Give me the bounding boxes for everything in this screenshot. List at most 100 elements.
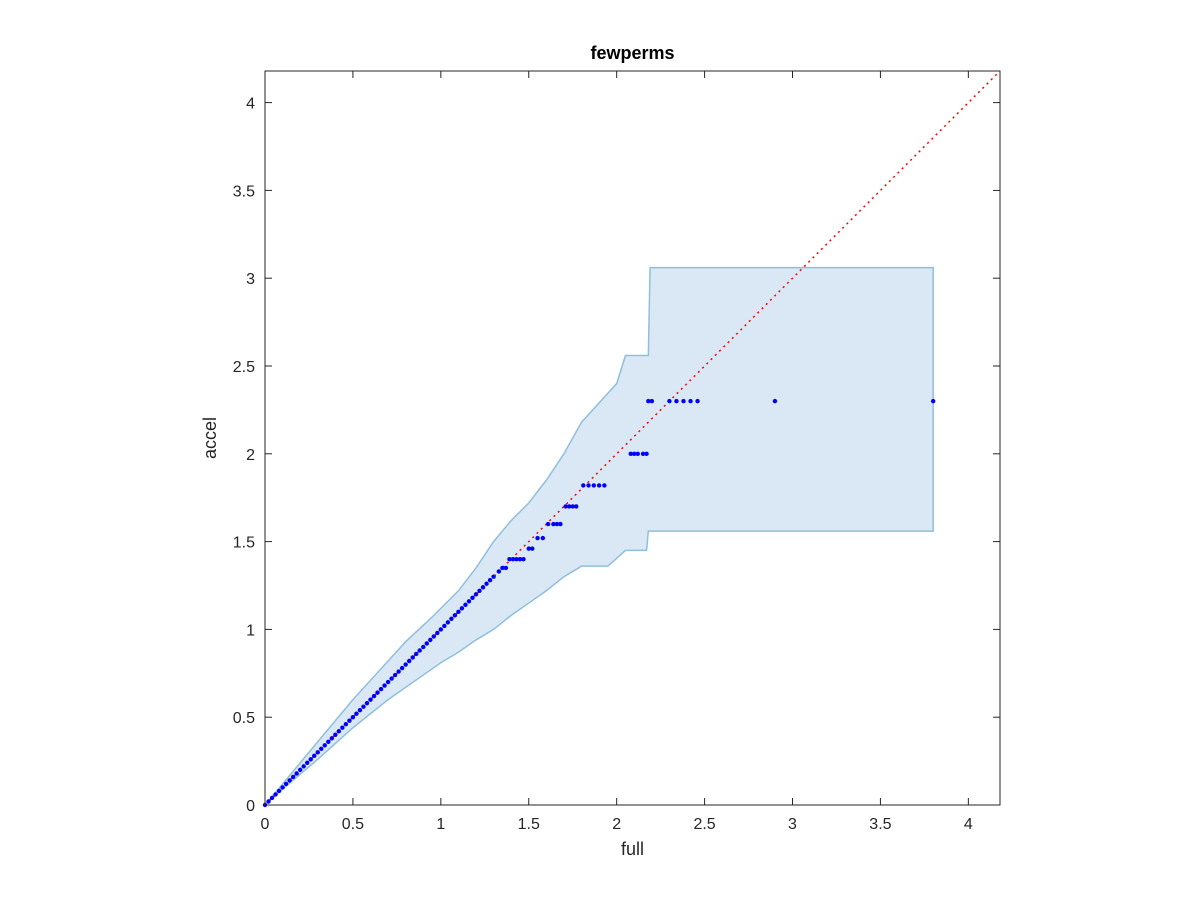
plot-frame (264, 70, 1001, 806)
data-point (551, 521, 556, 527)
data-point (449, 616, 454, 622)
x-tick-label: 3 (788, 816, 797, 833)
data-point (480, 585, 486, 590)
data-point (319, 746, 324, 752)
y-tick-label: 1.5 (233, 535, 255, 552)
y-tick-label: 4 (246, 96, 255, 113)
x-tick-label: 1 (436, 816, 445, 833)
data-point (681, 398, 686, 404)
data-point (435, 630, 440, 636)
data-point (287, 778, 292, 783)
data-point (276, 788, 282, 794)
data-point (772, 398, 778, 404)
data-point (514, 556, 519, 562)
reference-line (264, 70, 1001, 806)
data-point (632, 451, 637, 457)
data-point (554, 521, 560, 527)
data-point (301, 764, 306, 769)
data-point (361, 704, 366, 709)
data-point (266, 799, 271, 804)
data-point (403, 662, 408, 667)
data-point (399, 665, 405, 671)
data-point (336, 729, 342, 734)
data-point (371, 693, 377, 699)
data-point (487, 578, 493, 583)
data-point (280, 785, 285, 790)
data-point (385, 679, 391, 685)
data-point (378, 686, 384, 692)
data-point (530, 546, 535, 551)
data-point (364, 700, 370, 706)
data-point (463, 602, 468, 608)
y-tick-label: 0 (246, 798, 255, 815)
data-point (477, 588, 482, 593)
data-point (442, 623, 447, 629)
data-point (591, 483, 597, 488)
data-point (396, 669, 401, 674)
data-point (517, 556, 523, 562)
data-point (558, 521, 563, 527)
data-point (269, 795, 275, 801)
data-point (389, 676, 394, 681)
data-point (473, 592, 479, 597)
data-point (496, 569, 502, 574)
data-point (503, 565, 509, 571)
data-point (340, 725, 345, 730)
y-axis-label: accel (200, 417, 220, 459)
data-point (581, 483, 586, 488)
data-point (357, 707, 363, 713)
data-point (535, 535, 540, 541)
x-tick-label: 3.5 (869, 816, 891, 833)
data-point (333, 732, 338, 737)
data-point (695, 398, 700, 404)
data-point (452, 613, 458, 618)
data-point (283, 781, 289, 787)
data-point (326, 739, 331, 744)
confidence-band (264, 266, 934, 806)
data-point (347, 718, 352, 723)
data-point (640, 451, 646, 457)
identity-line (264, 70, 1001, 806)
x-tick-label: 0.5 (342, 816, 364, 833)
data-point (526, 546, 531, 551)
y-tick-label: 3 (246, 271, 255, 288)
data-point (570, 504, 575, 509)
data-point (322, 743, 327, 748)
data-point (410, 655, 415, 660)
data-point (421, 644, 426, 650)
data-point (305, 760, 310, 766)
data-point (294, 771, 299, 776)
data-point (424, 641, 429, 646)
data-point (431, 634, 437, 639)
data-points (262, 398, 936, 808)
data-point (417, 648, 422, 653)
data-point (343, 722, 349, 727)
data-point (484, 581, 489, 586)
data-point (445, 620, 451, 625)
data-point (545, 521, 551, 527)
data-point (273, 792, 278, 797)
data-point (507, 556, 512, 562)
data-point (688, 398, 693, 404)
y-tick-label: 0.5 (233, 710, 255, 727)
x-tick-label: 2.5 (693, 816, 715, 833)
axes (264, 70, 1001, 806)
x-tick-label: 2 (612, 816, 621, 833)
data-point (382, 683, 387, 688)
data-point (510, 556, 516, 562)
data-point (456, 609, 461, 615)
data-point (466, 599, 472, 604)
data-point (563, 504, 568, 509)
y-tick-label: 2.5 (233, 359, 255, 376)
x-axis-label: full (621, 839, 644, 859)
data-point (586, 483, 591, 488)
data-point (406, 658, 412, 664)
data-point (312, 753, 317, 759)
x-tick-label: 4 (964, 816, 973, 833)
data-point (414, 651, 419, 657)
data-point (644, 451, 649, 457)
data-point (290, 774, 296, 780)
data-point (438, 627, 444, 632)
data-point (674, 398, 679, 404)
